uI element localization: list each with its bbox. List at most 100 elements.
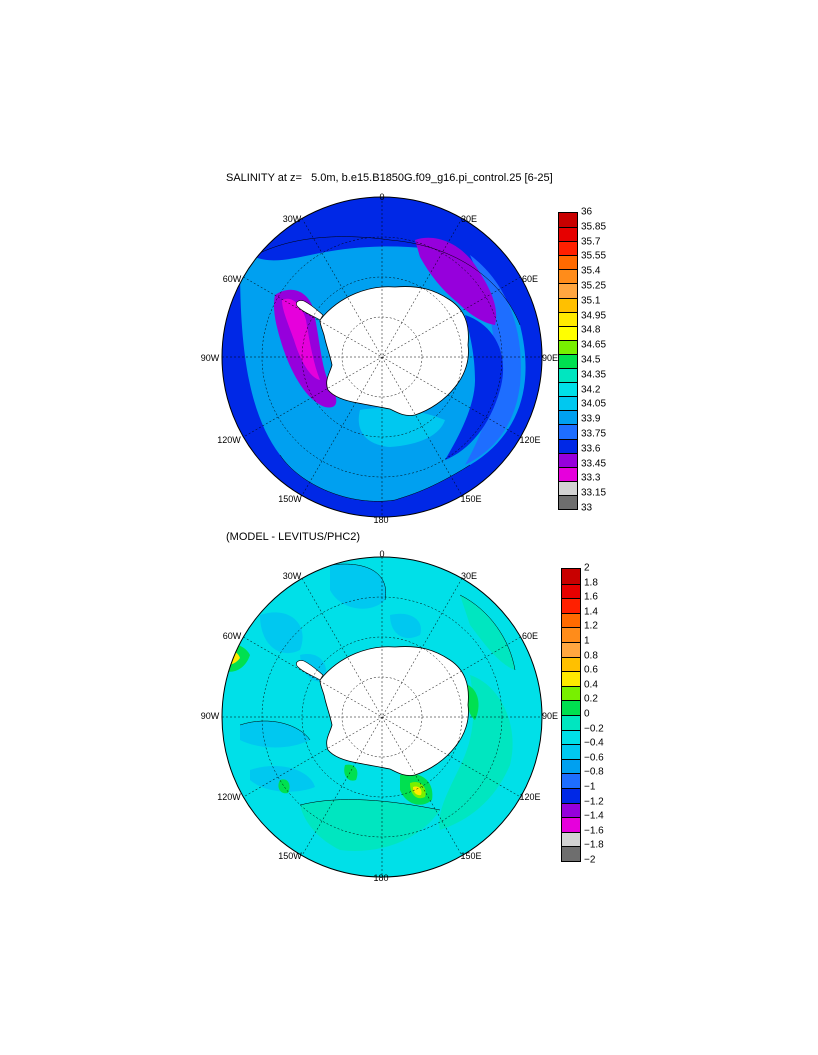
salinity-colorbar-swatch: [559, 339, 577, 354]
salinity-colorbar-swatch: [559, 255, 577, 270]
difference-colorbar-label: −0.2: [584, 723, 604, 735]
salinity-colorbar-label: 35.85: [581, 221, 607, 233]
lon-label-150e: 150E: [460, 494, 482, 504]
salinity-colorbar-label: 33.15: [581, 487, 607, 499]
salinity-difference-polar-map: [221, 556, 543, 878]
salinity-colorbar-label: 34.05: [581, 398, 607, 410]
salinity-colorbar-swatch: [559, 311, 577, 326]
difference-colorbar-label: −1.6: [584, 825, 604, 837]
salinity-colorbar-label: 35.4: [581, 265, 601, 277]
salinity-colorbar-label: 33: [581, 502, 593, 514]
difference-colorbar-swatch: [562, 685, 580, 701]
difference-colorbar-label: 0: [584, 708, 590, 720]
salinity-colorbar-swatch: [559, 424, 577, 439]
difference-colorbar-label: −1.4: [584, 810, 604, 822]
difference-colorbar-label: 0.6: [584, 664, 598, 676]
lon-label-150w: 150W: [278, 851, 302, 861]
salinity-polar-map: [221, 196, 543, 518]
difference-colorbar-swatch: [562, 817, 580, 832]
difference-colorbar-label: −2: [584, 854, 596, 866]
salinity-colorbar-swatch: [559, 353, 577, 369]
difference-colorbar-swatch: [562, 598, 580, 613]
lon-label-180: 180: [373, 515, 389, 525]
salinity-colorbar-swatch: [559, 213, 577, 228]
difference-colorbar-swatch: [562, 583, 580, 599]
salinity-colorbar: [558, 212, 578, 510]
salinity-colorbar-swatch: [559, 241, 577, 256]
difference-colorbar-label: 0.2: [584, 693, 598, 705]
lon-label-180: 180: [373, 873, 389, 883]
salinity-colorbar-swatch: [559, 227, 577, 242]
salinity-colorbar-swatch: [559, 297, 577, 312]
difference-colorbar-label: 1.8: [584, 577, 598, 589]
salinity-colorbar-label: 34.8: [581, 324, 601, 336]
salinity-colorbar-label: 35.1: [581, 295, 601, 307]
lon-label-120e: 120E: [519, 435, 541, 445]
salinity-colorbar-swatch: [559, 382, 577, 397]
lon-label-150w: 150W: [278, 494, 302, 504]
salinity-colorbar-label: 34.5: [581, 354, 601, 366]
lon-label-60e: 60E: [521, 631, 539, 641]
salinity-colorbar-label: 34.65: [581, 339, 607, 351]
difference-colorbar-swatch: [562, 788, 580, 803]
difference-colorbar-swatch: [562, 656, 580, 672]
salinity-colorbar-swatch: [559, 438, 577, 453]
salinity-colorbar-swatch: [559, 466, 577, 481]
difference-colorbar-swatch: [562, 642, 580, 657]
difference-colorbar-swatch: [562, 758, 580, 774]
salinity-colorbar-swatch: [559, 410, 577, 425]
difference-colorbar-label: −1.8: [584, 839, 604, 851]
lon-label-60w: 60W: [222, 274, 242, 284]
salinity-colorbar-label: 33.45: [581, 458, 607, 470]
difference-colorbar-label: −0.6: [584, 752, 604, 764]
salinity-colorbar-label: 33.9: [581, 413, 601, 425]
salinity-colorbar-label: 36: [581, 206, 593, 218]
salinity-colorbar-label: 34.35: [581, 369, 607, 381]
salinity-colorbar-swatch: [559, 494, 577, 509]
salinity-colorbar-label: 33.3: [581, 472, 601, 484]
lon-label-60e: 60E: [521, 274, 539, 284]
difference-colorbar-label: 2: [584, 562, 590, 574]
salinity-colorbar-swatch: [559, 452, 577, 467]
lon-label-30w: 30W: [282, 571, 302, 581]
lon-label-30e: 30E: [460, 214, 478, 224]
difference-colorbar-swatch: [562, 627, 580, 642]
difference-colorbar-label: 0.4: [584, 679, 598, 691]
salinity-colorbar-swatch: [559, 269, 577, 284]
difference-colorbar-swatch: [562, 831, 580, 847]
salinity-colorbar-label: 35.25: [581, 280, 607, 292]
lon-label-60w: 60W: [222, 631, 242, 641]
difference-colorbar-swatch: [562, 744, 580, 759]
difference-colorbar-swatch: [562, 715, 580, 730]
difference-colorbar-swatch: [562, 700, 580, 715]
difference-colorbar-swatch: [562, 569, 580, 584]
difference-colorbar-swatch: [562, 729, 580, 745]
lon-label-90w: 90W: [200, 353, 220, 363]
difference-colorbar-label: 1.2: [584, 620, 598, 632]
panel2-title: (MODEL - LEVITUS/PHC2): [226, 531, 361, 543]
salinity-colorbar-label: 34.95: [581, 310, 607, 322]
lon-label-120w: 120W: [217, 435, 241, 445]
difference-colorbar-swatch: [562, 846, 580, 861]
difference-colorbar-label: 1.6: [584, 591, 598, 603]
difference-colorbar-swatch: [562, 612, 580, 628]
lon-label-90e: 90E: [541, 711, 559, 721]
difference-colorbar-label: 1.4: [584, 606, 598, 618]
salinity-colorbar-label: 35.7: [581, 236, 601, 248]
difference-colorbar-swatch: [562, 773, 580, 788]
difference-colorbar-swatch: [562, 802, 580, 818]
difference-colorbar: [561, 568, 581, 862]
salinity-colorbar-label: 33.6: [581, 443, 601, 455]
lon-label-150e: 150E: [460, 851, 482, 861]
lon-label-120w: 120W: [217, 792, 241, 802]
salinity-colorbar-label: 34.2: [581, 384, 601, 396]
lon-label-0: 0: [379, 549, 385, 559]
salinity-colorbar-swatch: [559, 325, 577, 340]
panel1-title: SALINITY at z= 5.0m, b.e15.B1850G.f09_g1…: [226, 172, 553, 184]
salinity-colorbar-swatch: [559, 368, 577, 383]
lon-label-120e: 120E: [519, 792, 541, 802]
salinity-colorbar-swatch: [559, 283, 577, 298]
difference-colorbar-label: −1.2: [584, 796, 604, 808]
lon-label-30e: 30E: [460, 571, 478, 581]
difference-colorbar-label: 1: [584, 635, 590, 647]
